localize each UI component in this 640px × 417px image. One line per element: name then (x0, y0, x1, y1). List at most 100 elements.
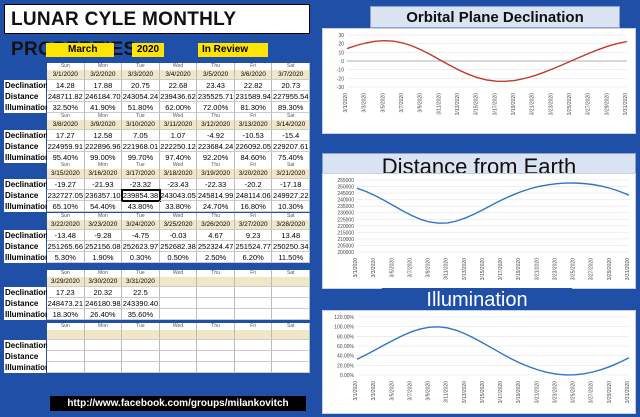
date-cell[interactable]: 3/5/2020 (197, 70, 235, 80)
date-cell[interactable]: 3/13/2020 (234, 120, 273, 130)
declination-cell[interactable] (272, 340, 311, 351)
illumination-cell[interactable]: 2.50% (197, 252, 235, 263)
distance-cell[interactable]: 243043.05 (159, 190, 198, 201)
day-cell[interactable]: Wed (159, 113, 198, 120)
date-cell[interactable]: 3/20/2020 (234, 169, 273, 179)
distance-cell[interactable]: 251524.77 (234, 241, 273, 252)
day-cell[interactable]: Sun (47, 213, 85, 220)
date-cell[interactable]: 3/12/2020 (197, 120, 235, 130)
declination-cell[interactable]: -10.53 (234, 130, 273, 141)
day-cell[interactable]: Sat (272, 162, 311, 169)
distance-cell[interactable]: 248473.21 (47, 298, 85, 309)
day-cell[interactable]: Wed (159, 162, 198, 169)
declination-cell[interactable]: 17.88 (84, 80, 123, 91)
date-cell[interactable] (234, 330, 273, 340)
declination-cell[interactable]: 20.73 (272, 80, 311, 91)
declination-cell[interactable] (159, 287, 198, 298)
distance-cell[interactable]: 243054.24 (122, 91, 160, 102)
date-cell[interactable] (159, 277, 198, 287)
illumination-cell[interactable] (84, 362, 123, 373)
day-cell[interactable]: Tue (122, 63, 160, 70)
illumination-cell[interactable]: 72.00% (197, 102, 235, 113)
day-cell[interactable]: Tue (122, 213, 160, 220)
day-cell[interactable]: Fri (234, 63, 273, 70)
date-cell[interactable] (197, 330, 235, 340)
declination-cell[interactable]: -4.92 (197, 130, 235, 141)
footer-link[interactable]: http://www.facebook.com/groups/milankovi… (50, 396, 306, 411)
illumination-cell[interactable]: 32.50% (47, 102, 85, 113)
declination-cell[interactable]: -4.75 (122, 230, 160, 241)
distance-cell[interactable]: 248711.82 (47, 91, 85, 102)
declination-cell[interactable]: 17.27 (47, 130, 85, 141)
date-cell[interactable]: 3/2/2020 (84, 70, 123, 80)
date-cell[interactable]: 3/18/2020 (159, 169, 198, 179)
day-cell[interactable]: Fri (234, 162, 273, 169)
distance-cell[interactable] (159, 351, 198, 362)
distance-cell[interactable] (84, 351, 123, 362)
illumination-cell[interactable]: 54.40% (84, 201, 123, 212)
illumination-cell[interactable]: 5.30% (47, 252, 85, 263)
illumination-cell[interactable]: 0.50% (159, 252, 198, 263)
illumination-cell[interactable] (197, 362, 235, 373)
day-cell[interactable]: Sat (272, 323, 311, 330)
declination-cell[interactable]: 20.32 (84, 287, 123, 298)
day-cell[interactable]: Fri (234, 323, 273, 330)
declination-cell[interactable]: -9.28 (84, 230, 123, 241)
day-cell[interactable]: Mon (84, 213, 123, 220)
day-cell[interactable]: Mon (84, 63, 123, 70)
date-cell[interactable] (47, 330, 85, 340)
illumination-cell[interactable]: 0.30% (122, 252, 160, 263)
day-cell[interactable]: Fri (234, 213, 273, 220)
illumination-cell[interactable] (234, 362, 273, 373)
declination-cell[interactable]: 12.58 (84, 130, 123, 141)
day-cell[interactable]: Fri (234, 113, 273, 120)
date-cell[interactable]: 3/30/2020 (84, 277, 123, 287)
day-cell[interactable]: Mon (84, 323, 123, 330)
declination-cell[interactable]: 22.82 (234, 80, 273, 91)
date-cell[interactable]: 3/10/2020 (122, 120, 160, 130)
declination-cell[interactable]: 22.68 (159, 80, 198, 91)
illumination-cell[interactable]: 81.30% (234, 102, 273, 113)
date-cell[interactable]: 3/3/2020 (122, 70, 160, 80)
day-cell[interactable]: Thu (197, 323, 235, 330)
declination-cell[interactable]: -23.32 (122, 179, 160, 190)
distance-cell[interactable]: 252623.97 (122, 241, 160, 252)
declination-cell[interactable]: -0.03 (159, 230, 198, 241)
distance-cell[interactable]: 236357.10 (84, 190, 123, 201)
illumination-cell[interactable] (47, 362, 85, 373)
distance-cell[interactable] (159, 298, 198, 309)
day-cell[interactable]: Thu (197, 213, 235, 220)
day-cell[interactable]: Sat (272, 113, 311, 120)
declination-cell[interactable]: 7.05 (122, 130, 160, 141)
declination-cell[interactable]: 4.67 (197, 230, 235, 241)
declination-cell[interactable] (234, 287, 273, 298)
illumination-cell[interactable] (159, 362, 198, 373)
illumination-cell[interactable]: 10.30% (272, 201, 311, 212)
day-cell[interactable]: Tue (122, 162, 160, 169)
date-cell[interactable]: 3/11/2020 (159, 120, 198, 130)
date-cell[interactable]: 3/6/2020 (234, 70, 273, 80)
declination-cell[interactable]: 14.28 (47, 80, 85, 91)
distance-cell[interactable]: 231589.94 (234, 91, 273, 102)
day-cell[interactable]: Wed (159, 63, 198, 70)
declination-cell[interactable]: 17.23 (47, 287, 85, 298)
declination-cell[interactable]: -19.27 (47, 179, 85, 190)
distance-cell[interactable]: 252156.08 (84, 241, 123, 252)
day-cell[interactable]: Tue (122, 113, 160, 120)
declination-cell[interactable]: -17.18 (272, 179, 311, 190)
day-cell[interactable]: Mon (84, 113, 123, 120)
illumination-cell[interactable]: 89.30% (272, 102, 311, 113)
distance-cell[interactable] (47, 351, 85, 362)
day-cell[interactable]: Sun (47, 63, 85, 70)
illumination-cell[interactable]: 6.20% (234, 252, 273, 263)
day-cell[interactable]: Mon (84, 162, 123, 169)
distance-cell[interactable]: 235525.71 (197, 91, 235, 102)
distance-cell[interactable] (272, 298, 311, 309)
illumination-cell[interactable] (197, 309, 235, 320)
illumination-cell[interactable]: 11.50% (272, 252, 311, 263)
illumination-cell[interactable]: 16.80% (234, 201, 273, 212)
date-cell[interactable]: 3/15/2020 (47, 169, 85, 179)
illumination-cell[interactable]: 24.70% (197, 201, 235, 212)
date-cell[interactable] (84, 330, 123, 340)
declination-cell[interactable]: -23.43 (159, 179, 198, 190)
